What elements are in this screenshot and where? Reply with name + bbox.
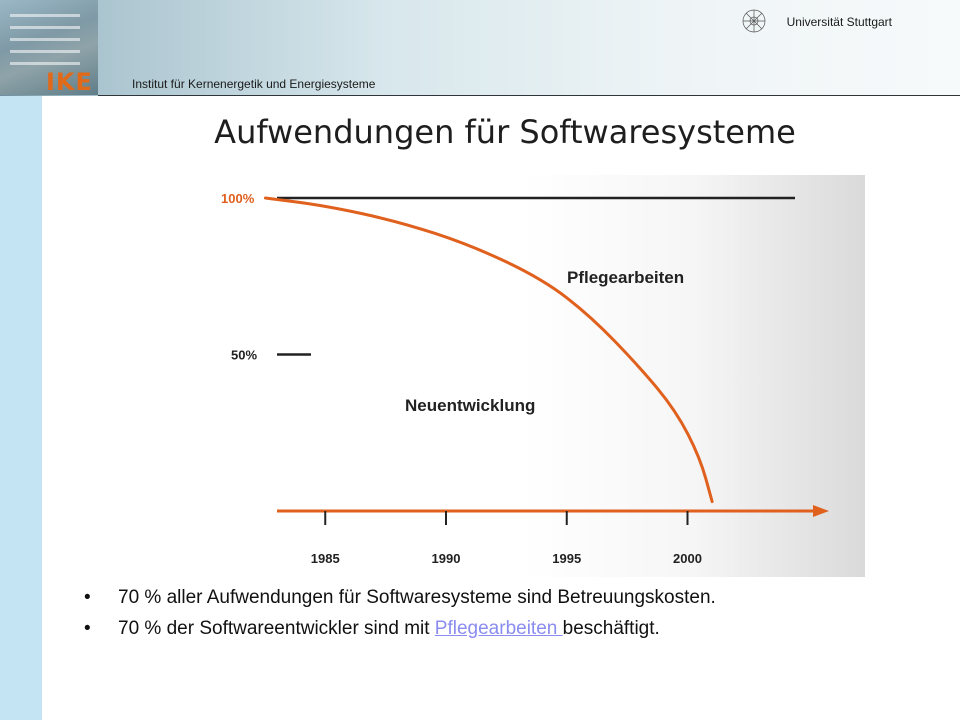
- y-tick-label-50: 50%: [231, 348, 257, 363]
- x-axis-arrowhead: [813, 505, 829, 517]
- ike-logo: IKE: [46, 68, 93, 96]
- left-sidebar-band: [0, 0, 42, 720]
- bullet-item: • 70 % der Softwareentwickler sind mit P…: [78, 617, 716, 648]
- university-emblem-icon: [742, 9, 766, 33]
- chart-background-left: [205, 175, 520, 577]
- x-tick-label-1995: 1995: [552, 551, 581, 566]
- bullet-text-suffix: beschäftigt.: [562, 618, 660, 639]
- pflegearbeiten-link[interactable]: Pflegearbeiten: [434, 618, 563, 639]
- header-band: [0, 0, 960, 96]
- slide-title: Aufwendungen für Softwaresysteme: [214, 113, 796, 151]
- bullet-dot: •: [84, 587, 91, 608]
- bullet-text-prefix: 70 % der Softwareentwickler sind mit: [118, 618, 435, 639]
- header-building-photo: [0, 0, 98, 95]
- university-name: Universität Stuttgart: [786, 15, 892, 29]
- bullet-item: • 70 % aller Aufwendungen für Softwaresy…: [78, 586, 716, 617]
- x-tick-label-1990: 1990: [432, 551, 461, 566]
- x-tick-label-2000: 2000: [673, 551, 702, 566]
- x-tick-label-1985: 1985: [311, 551, 340, 566]
- pflege-curve: [263, 196, 714, 504]
- region-label-pflegearbeiten: Pflegearbeiten: [567, 268, 684, 287]
- y-tick-label-100: 100%: [221, 191, 255, 206]
- region-label-neuentwicklung: Neuentwicklung: [405, 396, 535, 415]
- header-divider: [98, 95, 960, 96]
- bullet-list: • 70 % aller Aufwendungen für Softwaresy…: [78, 586, 716, 648]
- bullet-dot: •: [84, 618, 91, 639]
- bullet-text: 70 % aller Aufwendungen für Softwaresyst…: [118, 587, 716, 608]
- institute-name: Institut für Kernenergetik und Energiesy…: [132, 77, 376, 91]
- effort-chart: 100% 50% Pflegearbeiten Neuentwicklung 1985 1…: [205, 175, 865, 577]
